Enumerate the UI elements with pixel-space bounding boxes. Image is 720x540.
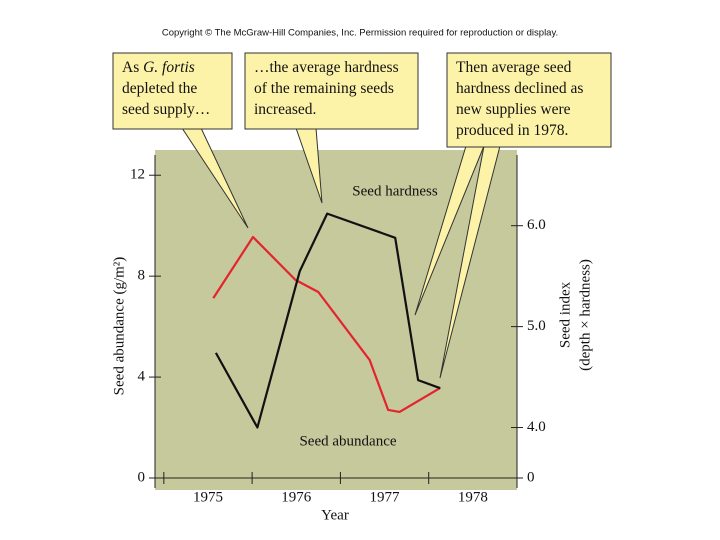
x-tick-label: 1978	[458, 489, 488, 505]
callout-text: new supplies were	[456, 101, 571, 118]
callout-text: produced in 1978.	[456, 122, 568, 139]
callout-text: seed supply…	[122, 101, 210, 118]
callout-text: …the average hardness	[254, 59, 399, 76]
callout-run: G. fortis	[143, 59, 195, 76]
series-label: Seed abundance	[299, 433, 396, 449]
series-line	[212, 235, 441, 413]
callout-run: hardness declined as	[456, 80, 583, 97]
callout-run: seed supply…	[122, 101, 210, 118]
callout-run: …the average hardness	[254, 59, 399, 76]
callout-text: increased.	[254, 101, 316, 118]
callout-text: Then average seed	[456, 59, 572, 76]
x-axis-label: Year	[321, 507, 349, 523]
callouts: As G. fortis depleted the seed supply… …the…	[112, 52, 612, 148]
callout-box	[112, 52, 233, 130]
y-tick-label: 12	[130, 167, 145, 183]
callout-text: hardness declined as	[456, 80, 583, 97]
callout-run: new supplies were	[456, 101, 571, 118]
y2-tick-label: 4.0	[527, 419, 546, 435]
callout-run: As	[122, 59, 143, 76]
callout-run: of the remaining seeds	[254, 80, 394, 97]
x-tick-label: 1977	[370, 489, 401, 505]
callout-pointers	[181, 127, 501, 379]
callout-box	[446, 52, 612, 148]
callout-run: Then average seed	[456, 59, 572, 76]
series-label: Seed hardness	[352, 183, 438, 199]
callout-box	[244, 52, 419, 130]
callout-text: of the remaining seeds	[254, 80, 394, 97]
y-tick-label: 0	[138, 469, 146, 485]
callout-text: As G. fortis	[122, 59, 195, 76]
y2-tick-label: 5.0	[527, 318, 546, 334]
x-tick-label: 1976	[281, 489, 312, 505]
copyright-notice: Copyright © The McGraw-Hill Companies, I…	[162, 28, 558, 39]
y2-tick-label: 0	[527, 469, 535, 485]
callout-run: increased.	[254, 101, 316, 118]
y2-axis-label: (depth × hardness)	[577, 259, 593, 371]
y-tick-label: 4	[138, 369, 146, 385]
y2-axis-label: Seed index	[557, 281, 573, 348]
plot-area: 0 4 8 12 0 4.0 5.0 6.0 1975 1976 1977 1978 Year Seed …	[111, 150, 593, 523]
series-line	[214, 212, 441, 429]
y2-tick-label: 6.0	[527, 217, 546, 233]
y-axis-label: Seed abundance (g/m²)	[111, 257, 127, 396]
callout-run: produced in 1978.	[456, 122, 568, 139]
callout-run: depleted the	[122, 80, 197, 97]
y-tick-label: 8	[138, 268, 146, 284]
x-tick-label: 1975	[193, 489, 223, 505]
callout-text: depleted the	[122, 80, 197, 97]
